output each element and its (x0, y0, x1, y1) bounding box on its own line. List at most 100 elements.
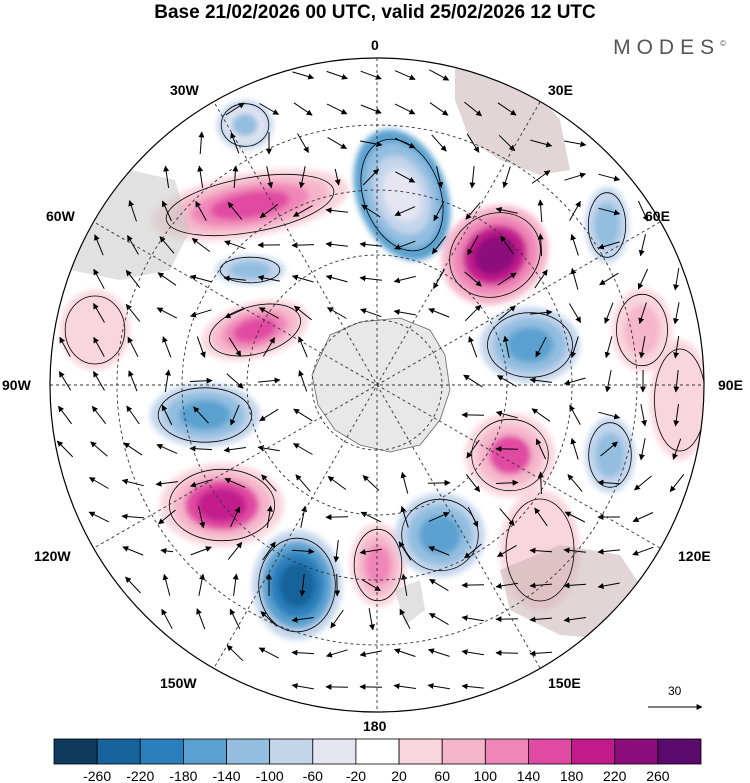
wind-arrow (189, 309, 212, 318)
contour-line (64, 295, 126, 365)
colorbar-swatch (355, 738, 400, 765)
wind-arrow (223, 275, 246, 282)
map-boundary (49, 57, 705, 713)
anomaly-shade (650, 340, 704, 460)
wind-arrow (399, 608, 411, 630)
wind-arrow (529, 547, 553, 554)
anomaly-shade (624, 304, 660, 356)
wind-arrow (500, 235, 514, 255)
wind-arrow (257, 445, 280, 452)
wind-arrow (360, 308, 382, 318)
wind-arrow (394, 240, 416, 250)
wind-arrow (325, 241, 348, 248)
wind-arrow (226, 373, 244, 389)
wind-arrow (467, 235, 479, 256)
wind-arrow (128, 200, 137, 222)
colorbar-swatch (657, 738, 702, 765)
wind-arrow (163, 165, 170, 188)
wind-arrow (537, 199, 544, 223)
anomaly-shade (419, 515, 461, 555)
wind-arrow (529, 582, 553, 589)
brand-text: MODES (613, 36, 721, 59)
wind-arrow (597, 582, 620, 589)
wind-arrow (429, 578, 449, 592)
colorbar-tick-label: 60 (434, 768, 450, 783)
colorbar-tick-label: 140 (517, 768, 541, 783)
wind-arrow (293, 305, 312, 321)
wind-arrow (164, 369, 171, 392)
wind-arrow (191, 237, 211, 253)
wind-arrow (161, 608, 173, 629)
wind-arrow (598, 411, 621, 420)
wind-arrow (395, 171, 416, 183)
wind-arrow (570, 233, 579, 256)
wind-arrow (224, 240, 246, 250)
contour-line (588, 422, 632, 488)
colorbar-tick-label: 260 (646, 768, 670, 783)
wind-arrow (673, 336, 680, 359)
wind-arrow (638, 302, 647, 325)
wind-arrow (464, 304, 482, 322)
wind-arrow (260, 611, 278, 627)
wind-arrow (325, 207, 348, 214)
wind-arrow (127, 234, 139, 255)
wind-arrow (196, 608, 206, 630)
wind-arrow (393, 275, 416, 284)
wind-arrow (292, 71, 315, 80)
wind-arrow (461, 615, 484, 622)
wind-arrow (564, 140, 587, 147)
brand-mark: © (720, 39, 726, 48)
lon-label-60w: 60W (46, 208, 75, 224)
wind-arrow (197, 165, 204, 188)
wind-arrow (535, 336, 547, 358)
wind-arrow (467, 506, 479, 528)
wind-arrow (162, 573, 171, 596)
wind-arrow (232, 573, 239, 596)
wind-arrow (125, 576, 141, 594)
wind-arrow (160, 547, 174, 554)
colorbar-swatch (484, 738, 529, 765)
wind-arrow (464, 101, 483, 117)
wind-arrow (292, 443, 313, 455)
wind-arrow (298, 336, 308, 358)
contour-line (587, 192, 627, 258)
wind-arrow (529, 377, 552, 384)
colorbar-tick-label: 180 (560, 768, 584, 783)
wind-arrow (291, 683, 314, 690)
wind-arrow (394, 137, 416, 149)
wind-arrow (93, 268, 105, 289)
wind-arrow (93, 336, 105, 357)
wind-arrow (298, 370, 308, 392)
wind-arrow (597, 479, 621, 486)
wind-arrow (673, 404, 680, 427)
wind-arrow (672, 302, 680, 325)
wind-arrow (433, 269, 445, 290)
colorbar-tick-label: -100 (256, 768, 284, 783)
contour-line (449, 212, 541, 298)
wind-arrow (126, 405, 140, 425)
wind-arrow (297, 133, 309, 154)
colorbar-swatch (269, 738, 314, 765)
wind-arrow (189, 377, 213, 384)
wind-arrow (604, 336, 613, 359)
wind-arrow (196, 336, 206, 358)
wind-arrow (598, 207, 621, 216)
wind-arrow (91, 405, 107, 425)
wind-arrow (427, 479, 451, 486)
wind-arrow (258, 377, 281, 384)
wind-arrow (394, 206, 416, 216)
wind-arrow (429, 69, 450, 81)
map-title: Base 21/02/2026 00 UTC, valid 25/02/2026… (154, 2, 596, 23)
wind-arrow (90, 441, 108, 457)
wind-arrow (673, 370, 680, 393)
colorbar-swatch (53, 738, 98, 765)
wind-arrow (634, 475, 652, 491)
wind-arrow (599, 272, 619, 286)
colorbar-tick-label: 20 (391, 768, 407, 783)
wind-arrow (198, 131, 205, 155)
contour-line (487, 312, 573, 378)
wind-arrow (394, 648, 416, 657)
wind-arrow (155, 480, 178, 487)
wind-arrow (464, 271, 482, 287)
